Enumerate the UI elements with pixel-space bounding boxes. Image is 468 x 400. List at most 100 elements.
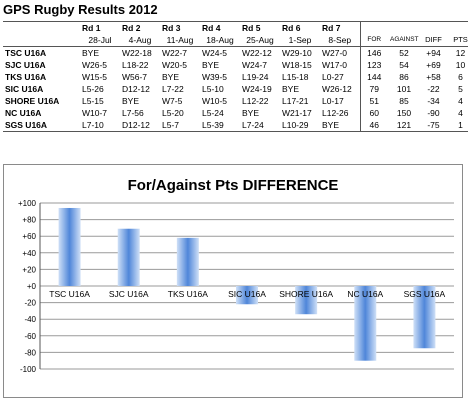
stat-diff: -22 bbox=[427, 84, 440, 94]
stat-against: 101 bbox=[396, 84, 412, 94]
match-result: L5-20 bbox=[162, 108, 184, 118]
match-result: W17-0 bbox=[322, 60, 348, 70]
stat-for: 60 bbox=[359, 107, 388, 119]
stat-diff: -75 bbox=[420, 119, 447, 132]
match-result: L5-26 bbox=[82, 84, 104, 94]
match-result: BYE bbox=[122, 96, 140, 106]
category-label: NC U16A bbox=[347, 289, 383, 299]
match-result: W56-7 bbox=[122, 72, 148, 82]
data-bar bbox=[58, 207, 81, 286]
round-label: Rd 2 bbox=[120, 21, 160, 34]
data-bar bbox=[295, 286, 318, 315]
stat-header-spacer bbox=[420, 21, 447, 34]
category-label: SHORE U16A bbox=[279, 289, 333, 299]
round-label: Rd 1 bbox=[80, 21, 120, 34]
match-result: BYE bbox=[282, 84, 300, 94]
round-label: Rd 5 bbox=[240, 21, 280, 34]
match-result: BYE bbox=[202, 60, 220, 70]
y-tick-label: -20 bbox=[24, 299, 36, 308]
match-result: L5-15 bbox=[82, 96, 104, 106]
round-date: 28-Jul bbox=[80, 34, 120, 47]
team-row: SJC U16A W26-5 L18-22 W20-5 BYE W24-7 W18-15 W1… bbox=[3, 59, 468, 71]
round-date: 4-Aug bbox=[120, 34, 160, 47]
stat-pts: 1 bbox=[447, 119, 468, 132]
match-result: L0-27 bbox=[322, 72, 344, 82]
y-tick-label: +80 bbox=[22, 216, 36, 225]
team-row: TKS U16A W15-5 W56-7 BYE W39-5 L19-24 L15-18 L0… bbox=[3, 71, 468, 83]
stat-for: 79 bbox=[359, 83, 388, 95]
team-name: SHORE U16A bbox=[5, 96, 60, 106]
stat-diff: +69 bbox=[426, 60, 441, 70]
match-result: L7-24 bbox=[240, 119, 280, 132]
match-result: W21-17 bbox=[282, 108, 312, 118]
match-result: BYE bbox=[320, 119, 360, 132]
match-result: L7-56 bbox=[122, 108, 144, 118]
team-name: TKS U16A bbox=[5, 72, 47, 82]
team-row: NC U16A W10-7 L7-56 L5-20 L5-24 BYE W21-17 L12-… bbox=[3, 107, 468, 119]
stat-header-pts: PTS bbox=[447, 34, 468, 47]
stat-pts: 4 bbox=[458, 108, 463, 118]
data-bar bbox=[176, 237, 199, 286]
stat-pts: 12 bbox=[455, 48, 466, 58]
stat-pts: 10 bbox=[455, 60, 466, 70]
data-bar bbox=[236, 286, 258, 305]
stat-pts: 6 bbox=[458, 72, 463, 82]
match-result: W22-12 bbox=[242, 48, 272, 58]
team-row: SIC U16A L5-26 D12-12 L7-22 L5-10 W24-19 BYE W2… bbox=[3, 83, 468, 95]
round-date: 25-Aug bbox=[240, 34, 280, 47]
stat-header-spacer bbox=[359, 21, 388, 34]
data-bar bbox=[413, 286, 436, 349]
team-name: SGS U16A bbox=[3, 119, 80, 132]
round-label: Rd 3 bbox=[160, 21, 200, 34]
data-bar bbox=[354, 286, 377, 361]
match-result: W24-5 bbox=[202, 48, 228, 58]
chart-title: For/Against Pts DIFFERENCE bbox=[127, 177, 339, 194]
team-name: TSC U16A bbox=[5, 48, 47, 58]
match-result: L15-18 bbox=[282, 72, 309, 82]
match-result: L17-21 bbox=[282, 96, 309, 106]
team-name: SJC U16A bbox=[5, 60, 46, 70]
match-result: D12-12 bbox=[122, 84, 150, 94]
match-result: L5-24 bbox=[202, 108, 224, 118]
match-result: L0-17 bbox=[322, 96, 344, 106]
y-tick-label: +0 bbox=[27, 282, 37, 291]
match-result: L5-39 bbox=[200, 119, 240, 132]
data-bar bbox=[117, 228, 140, 286]
round-label: Rd 6 bbox=[280, 21, 320, 34]
y-tick-label: +100 bbox=[18, 199, 37, 208]
category-label: TKS U16A bbox=[168, 289, 208, 299]
results-body: TSC U16A BYE W22-18 W22-7 W24-5 W22-12 W29-10 W… bbox=[3, 46, 468, 132]
page-title: GPS Rugby Results 2012 bbox=[3, 2, 158, 17]
stat-diff: +94 bbox=[426, 48, 441, 58]
match-result: W39-5 bbox=[202, 72, 228, 82]
y-tick-label: -80 bbox=[24, 348, 36, 357]
stat-for: 46 bbox=[359, 119, 388, 132]
round-date: 1-Sep bbox=[280, 34, 320, 47]
match-result: W7-5 bbox=[162, 96, 183, 106]
y-tick-label: +40 bbox=[22, 249, 36, 258]
stat-for: 146 bbox=[359, 46, 388, 59]
match-result: W15-5 bbox=[82, 72, 108, 82]
stat-pts: 4 bbox=[458, 96, 463, 106]
stat-against: 85 bbox=[399, 96, 409, 106]
round-label: Rd 4 bbox=[200, 21, 240, 34]
match-result: L5-7 bbox=[160, 119, 200, 132]
round-header-row: Rd 1 Rd 2 Rd 3 Rd 4 Rd 5 Rd 6 Rd 7 bbox=[3, 21, 468, 34]
stat-header-against: AGAINST bbox=[388, 34, 420, 47]
match-result: W20-5 bbox=[162, 60, 188, 70]
team-name: NC U16A bbox=[5, 108, 42, 118]
category-label: SIC U16A bbox=[228, 289, 266, 299]
round-date: 8-Sep bbox=[320, 34, 360, 47]
stat-diff: +58 bbox=[426, 72, 441, 82]
match-result: BYE bbox=[82, 48, 100, 58]
stat-header-spacer bbox=[447, 21, 468, 34]
match-result: W26-5 bbox=[82, 60, 108, 70]
match-result: W22-7 bbox=[162, 48, 188, 58]
team-row: SGS U16A L7-10 D12-12 L5-7 L5-39 L7-24 L10-29 B… bbox=[3, 119, 468, 132]
match-result: W22-18 bbox=[122, 48, 152, 58]
match-result: W24-19 bbox=[242, 84, 272, 94]
round-label: Rd 7 bbox=[320, 21, 360, 34]
team-name: SIC U16A bbox=[5, 84, 44, 94]
date-header-row: 28-Jul 4-Aug 11-Aug 18-Aug 25-Aug 1-Sep … bbox=[3, 34, 468, 47]
match-result: W29-10 bbox=[282, 48, 312, 58]
